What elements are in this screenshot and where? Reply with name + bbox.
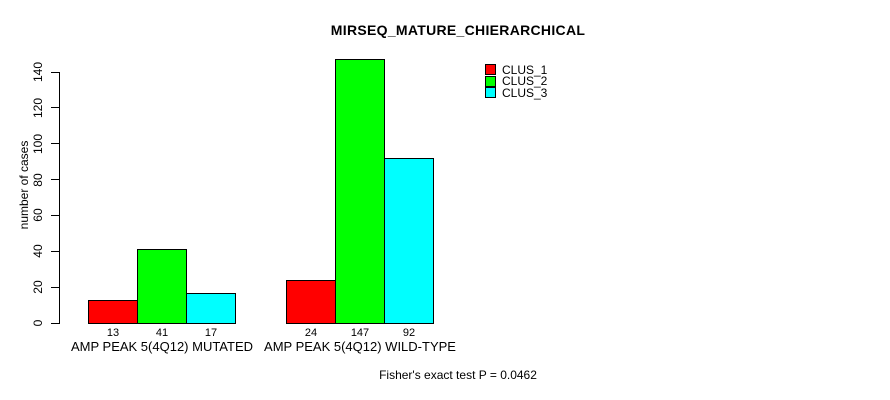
bar-clus_1-group2 xyxy=(286,279,336,324)
y-axis-tick-label: 120 xyxy=(31,97,45,118)
y-axis-tick-label: 40 xyxy=(31,244,45,258)
bar-clus_2-group1 xyxy=(137,249,187,324)
y-axis-tick-label: 0 xyxy=(31,319,45,327)
category-label: AMP PEAK 5(4Q12) MUTATED xyxy=(70,339,254,354)
y-axis-line xyxy=(59,72,60,324)
legend-label: CLUS_1 xyxy=(502,62,548,77)
legend-item: CLUS_3 xyxy=(485,87,547,99)
legend-swatch-clus_3 xyxy=(485,87,496,99)
y-axis-tick xyxy=(51,71,59,73)
bar-value-label: 147 xyxy=(350,327,370,339)
y-axis-tick-label: 100 xyxy=(31,133,45,154)
annotation-text: Fisher's exact test P = 0.0462 xyxy=(379,368,537,382)
y-axis-label: number of cases xyxy=(17,140,31,230)
bar-clus_3-group1 xyxy=(186,292,236,324)
y-axis-tick-label: 80 xyxy=(31,172,45,187)
y-axis-tick-label: 60 xyxy=(31,208,45,223)
legend-item: CLUS_1 xyxy=(485,64,547,76)
y-axis-tick-label: 140 xyxy=(31,61,45,83)
y-axis-tick xyxy=(51,107,59,109)
y-axis-tick xyxy=(51,214,59,216)
legend-item: CLUS_2 xyxy=(485,74,548,89)
legend: CLUS_1 CLUS_2 CLUS_3 xyxy=(485,64,547,99)
bar-value-label: 92 xyxy=(402,327,416,339)
bar-clus_3-group2 xyxy=(384,158,434,324)
y-axis-tick xyxy=(51,250,59,252)
chart-title: MIRSEQ_MATURE_CHIERARCHICAL xyxy=(330,22,586,38)
y-axis-tick xyxy=(51,143,59,145)
bar-clus_1-group1 xyxy=(88,299,138,324)
legend-label: CLUS_3 xyxy=(502,85,548,100)
category-label: AMP PEAK 5(4Q12) WILD-TYPE xyxy=(264,339,456,354)
bar-value-label: 41 xyxy=(155,327,169,339)
legend-swatch-clus_1 xyxy=(485,64,496,76)
legend-swatch-clus_2 xyxy=(485,75,496,87)
bar-value-label: 17 xyxy=(204,327,218,339)
y-axis-tick xyxy=(51,322,59,324)
bar-value-label: 24 xyxy=(304,327,318,339)
y-axis-tick xyxy=(51,286,59,288)
bar-value-label: 13 xyxy=(106,327,120,339)
legend-label: CLUS_2 xyxy=(502,74,548,89)
y-axis-tick xyxy=(51,179,59,181)
y-axis-tick-label: 20 xyxy=(31,280,45,294)
bar-clus_2-group2 xyxy=(335,59,385,324)
